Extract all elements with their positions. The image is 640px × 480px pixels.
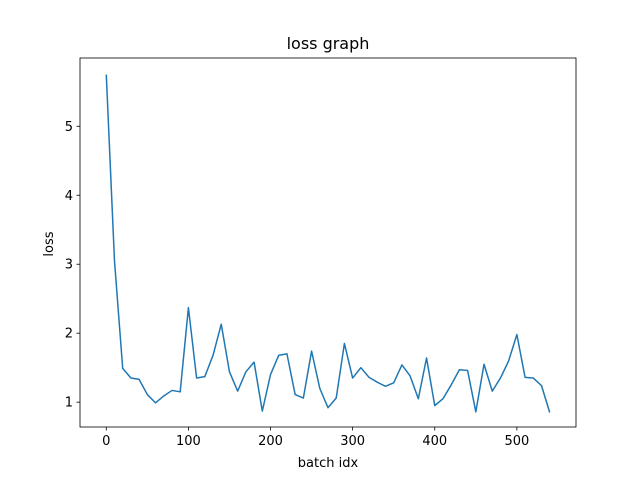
x-tick-label: 500 bbox=[504, 434, 529, 449]
x-tick-label: 200 bbox=[258, 434, 283, 449]
x-tick-label: 0 bbox=[102, 434, 110, 449]
x-axis-label: batch idx bbox=[298, 456, 359, 471]
x-tick-label: 400 bbox=[422, 434, 447, 449]
plot-area: 0 100 200 300 400 500 1 2 3 4 5 bbox=[65, 57, 577, 449]
series-line-0 bbox=[105, 74, 551, 413]
y-tick-label: 3 bbox=[65, 258, 73, 273]
axes-frame bbox=[79, 57, 577, 428]
y-tick-label: 5 bbox=[65, 120, 73, 135]
x-tick-label: 100 bbox=[176, 434, 201, 449]
y-tick-label: 4 bbox=[65, 189, 73, 204]
y-axis-label: loss bbox=[42, 231, 57, 256]
y-tick-label: 2 bbox=[65, 327, 73, 342]
y-tick-label: 1 bbox=[65, 396, 73, 411]
x-tick-label: 300 bbox=[340, 434, 365, 449]
chart-title: loss graph bbox=[287, 34, 370, 53]
